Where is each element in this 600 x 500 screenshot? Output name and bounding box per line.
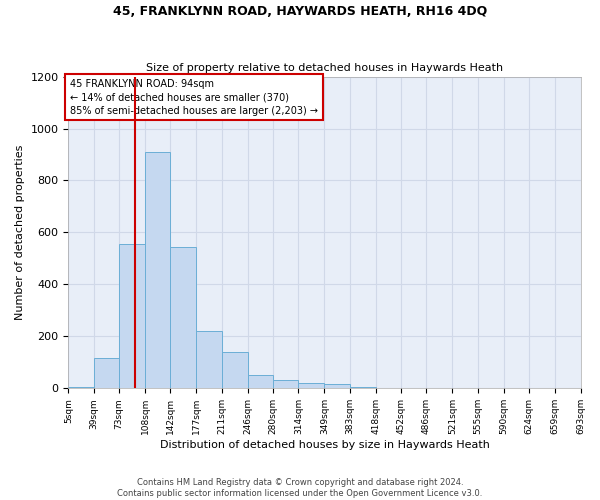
X-axis label: Distribution of detached houses by size in Haywards Heath: Distribution of detached houses by size …: [160, 440, 490, 450]
Text: 45, FRANKLYNN ROAD, HAYWARDS HEATH, RH16 4DQ: 45, FRANKLYNN ROAD, HAYWARDS HEATH, RH16…: [113, 5, 487, 18]
Bar: [170, 246, 196, 388]
Y-axis label: Number of detached properties: Number of detached properties: [15, 145, 25, 320]
Text: 45 FRANKLYNN ROAD: 94sqm
← 14% of detached houses are smaller (370)
85% of semi-: 45 FRANKLYNN ROAD: 94sqm ← 14% of detach…: [70, 79, 318, 116]
Bar: [298, 383, 325, 388]
Bar: [145, 152, 170, 388]
Bar: [273, 380, 298, 388]
Bar: [248, 375, 273, 388]
Bar: [222, 352, 248, 389]
Title: Size of property relative to detached houses in Haywards Heath: Size of property relative to detached ho…: [146, 63, 503, 73]
Bar: [325, 384, 350, 388]
Bar: [94, 358, 119, 388]
Bar: [68, 386, 94, 388]
Bar: [350, 386, 376, 388]
Bar: [119, 244, 145, 388]
Bar: [196, 331, 222, 388]
Text: Contains HM Land Registry data © Crown copyright and database right 2024.
Contai: Contains HM Land Registry data © Crown c…: [118, 478, 482, 498]
